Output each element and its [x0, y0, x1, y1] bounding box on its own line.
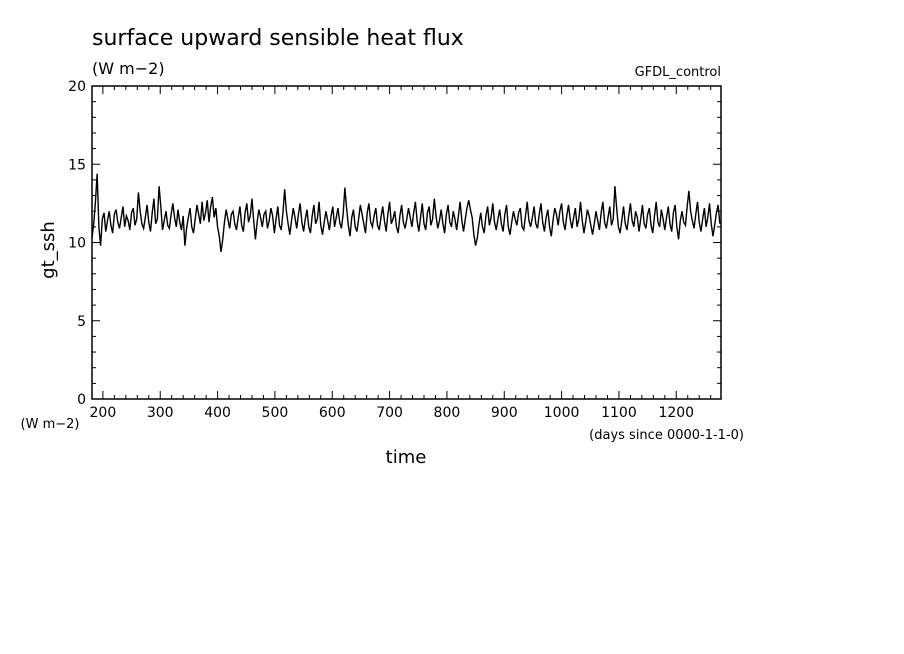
x-axis-label: time — [386, 447, 427, 468]
plot-frame — [91, 85, 722, 400]
y-tick-label: 0 — [77, 392, 86, 408]
axis-ticks — [92, 85, 721, 400]
x-tick-label: 1100 — [601, 405, 637, 421]
x-tick-label: 900 — [491, 405, 518, 421]
x-tick-label: 200 — [90, 405, 117, 421]
x-tick-label: 1000 — [544, 405, 580, 421]
chart-title: surface upward sensible heat flux — [92, 26, 464, 51]
y-tick-label: 10 — [68, 236, 86, 252]
y-tick-label: 15 — [68, 157, 86, 173]
y-tick-label: 5 — [77, 314, 86, 330]
x-tick-label: 1200 — [658, 405, 694, 421]
y-axis-units: (W m−2) — [21, 417, 80, 432]
x-tick-label: 600 — [319, 405, 346, 421]
source-label: GFDL_control — [635, 65, 721, 80]
y-tick-label: 20 — [68, 79, 86, 95]
y-tick-labels: 0 5 10 15 20 — [68, 79, 86, 408]
x-tick-label: 400 — [204, 405, 231, 421]
series-line — [91, 173, 721, 252]
chart-subtitle: (W m−2) — [92, 59, 165, 78]
x-axis-units: (days since 0000-1-1-0) — [589, 428, 744, 443]
x-tick-labels: 200 300 400 500 600 700 800 900 1000 1100 1200 — [90, 405, 695, 421]
x-tick-label: 300 — [147, 405, 174, 421]
x-tick-label: 500 — [262, 405, 289, 421]
x-tick-label: 800 — [434, 405, 461, 421]
y-axis-label: gt_ssh — [38, 221, 59, 279]
x-tick-label: 700 — [376, 405, 403, 421]
